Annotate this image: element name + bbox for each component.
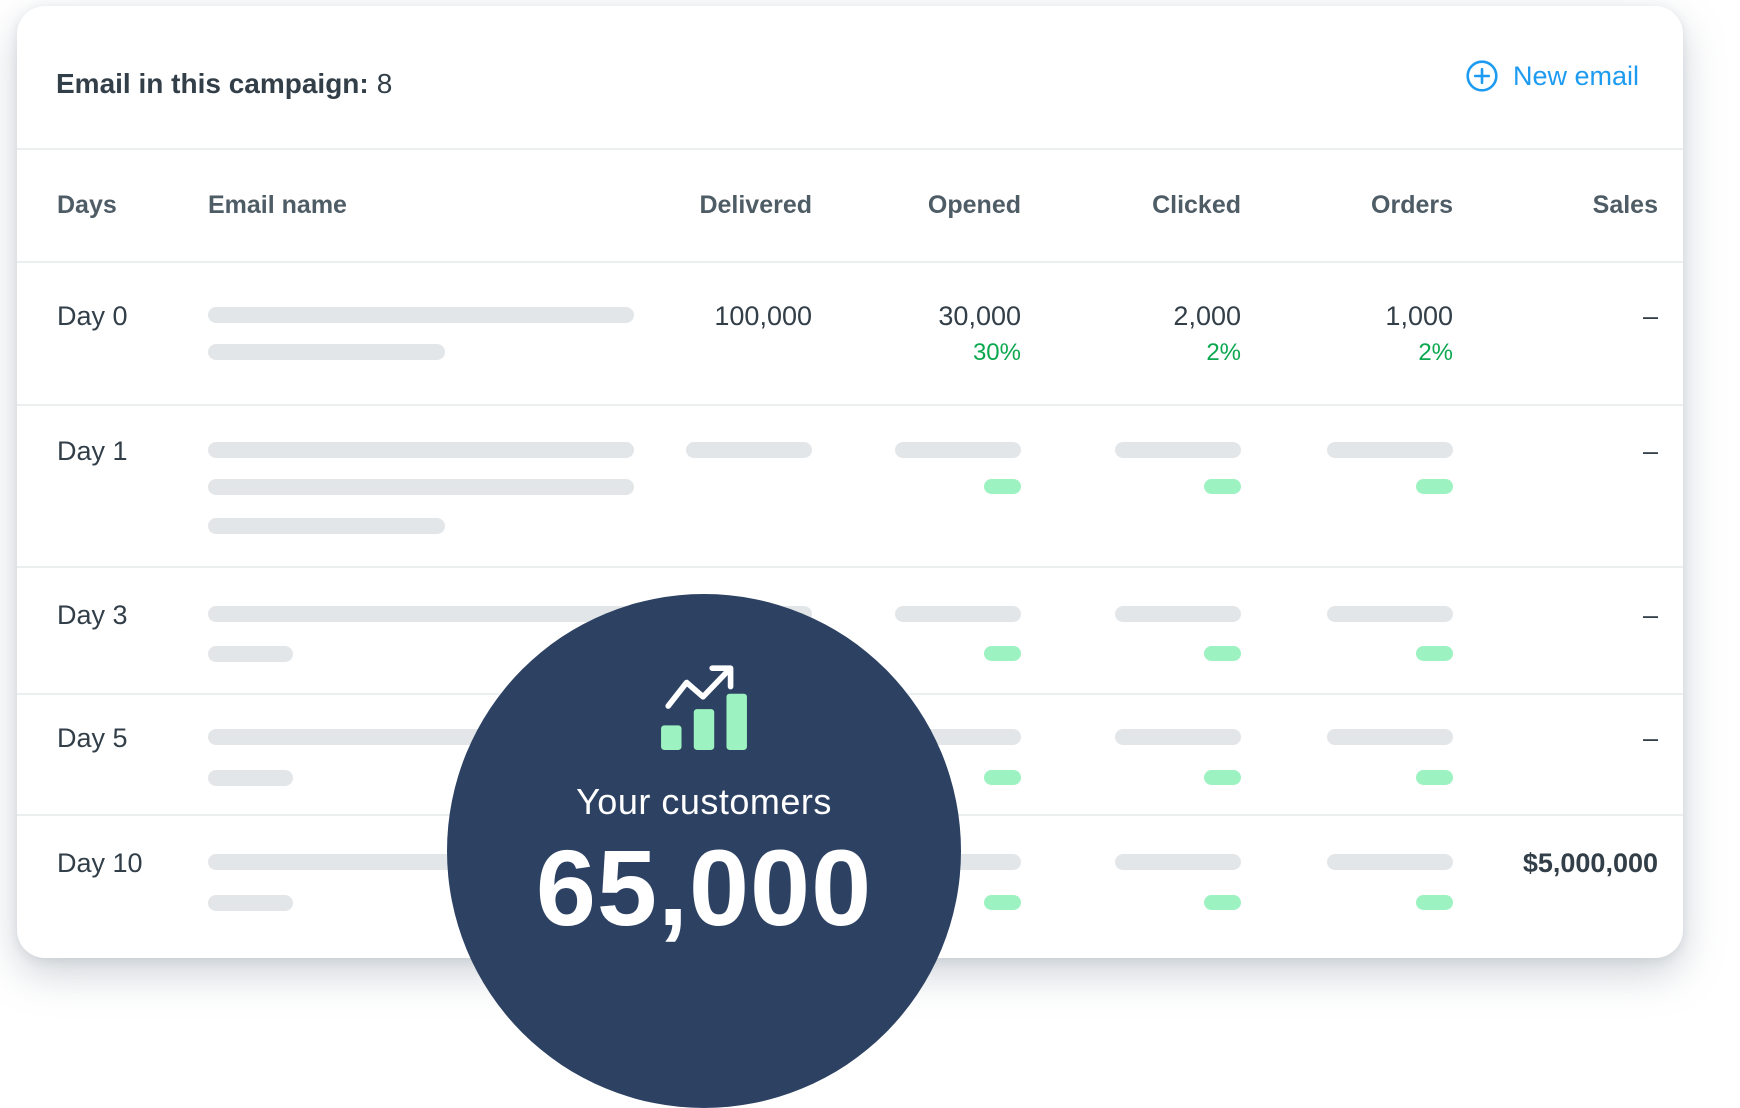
column-header-delivered: Delivered [699, 191, 812, 219]
page-title-label: Email in this campaign: [56, 68, 369, 99]
plus-circle-icon [1466, 60, 1498, 92]
column-header-opened: Opened [927, 191, 1021, 219]
email-name-placeholder-bar [208, 518, 445, 534]
email-name-placeholder-bar [208, 442, 634, 458]
column-header-clicked: Clicked [1152, 191, 1241, 219]
header-divider [17, 148, 1683, 150]
orders-rate-pill [1416, 646, 1453, 661]
customers-count: 65,000 [535, 827, 873, 948]
opened-value: 30,000 [938, 301, 1021, 331]
orders-rate: 2% [1418, 339, 1453, 366]
email-name-placeholder-bar [208, 479, 634, 495]
day-label: Day 1 [57, 436, 128, 466]
page-title: Email in this campaign: 8 [56, 67, 392, 101]
column-header-orders: Orders [1371, 191, 1453, 219]
opened-placeholder-bar [895, 606, 1021, 622]
day-label: Day 0 [57, 301, 128, 331]
clicked-rate: 2% [1206, 339, 1241, 366]
row-divider [17, 566, 1683, 568]
sales-dash: – [1642, 600, 1658, 630]
email-name-placeholder-bar [208, 606, 634, 622]
clicked-placeholder-bar [1115, 606, 1241, 622]
clicked-rate-pill [1204, 479, 1241, 494]
column-header-email-name: Email name [208, 191, 347, 219]
table-row-day-0: Day 0 100,000 30,000 30% 2,000 2% 1,000 … [17, 261, 1683, 404]
opened-rate-pill [984, 895, 1021, 910]
orders-rate-pill [1416, 895, 1453, 910]
opened-rate-pill [984, 646, 1021, 661]
clicked-value: 2,000 [1173, 301, 1241, 331]
column-header-sales: Sales [1592, 191, 1658, 219]
orders-placeholder-bar [1327, 854, 1453, 870]
email-name-placeholder-bar [208, 895, 293, 911]
row-divider [17, 404, 1683, 406]
orders-placeholder-bar [1327, 606, 1453, 622]
new-email-button[interactable]: New email [1466, 60, 1639, 92]
opened-rate: 30% [972, 339, 1021, 366]
clicked-rate-pill [1204, 646, 1241, 661]
orders-rate-pill [1416, 479, 1453, 494]
sales-dash: – [1642, 436, 1658, 466]
orders-placeholder-bar [1327, 442, 1453, 458]
new-email-label: New email [1512, 61, 1639, 91]
clicked-placeholder-bar [1115, 854, 1241, 870]
opened-rate-pill [984, 770, 1021, 785]
delivered-placeholder-bar [686, 442, 812, 458]
email-name-placeholder-bar [208, 770, 293, 786]
clicked-placeholder-bar [1115, 442, 1241, 458]
customers-label: Your customers [576, 781, 832, 822]
table-row-day-1: Day 1 – [17, 404, 1683, 566]
email-name-placeholder-bar [208, 344, 445, 360]
sales-value: $5,000,000 [1522, 848, 1658, 878]
email-count: 8 [376, 68, 393, 99]
sales-dash: – [1642, 301, 1658, 331]
orders-placeholder-bar [1327, 729, 1453, 745]
day-label: Day 5 [57, 723, 128, 753]
clicked-rate-pill [1204, 895, 1241, 910]
clicked-placeholder-bar [1115, 729, 1241, 745]
table-header-divider [17, 261, 1683, 263]
trending-up-bars-icon [658, 660, 750, 757]
orders-rate-pill [1416, 770, 1453, 785]
opened-rate-pill [984, 479, 1021, 494]
sales-dash: – [1642, 723, 1658, 753]
email-name-placeholder-bar [208, 307, 634, 323]
clicked-rate-pill [1204, 770, 1241, 785]
column-header-days: Days [57, 191, 117, 219]
day-label: Day 10 [57, 848, 143, 878]
customers-circle-overlay: Your customers 65,000 [447, 594, 961, 1108]
email-name-placeholder-bar [208, 646, 293, 662]
opened-placeholder-bar [895, 442, 1021, 458]
orders-value: 1,000 [1385, 301, 1453, 331]
day-label: Day 3 [57, 600, 128, 630]
delivered-value: 100,000 [714, 301, 812, 331]
